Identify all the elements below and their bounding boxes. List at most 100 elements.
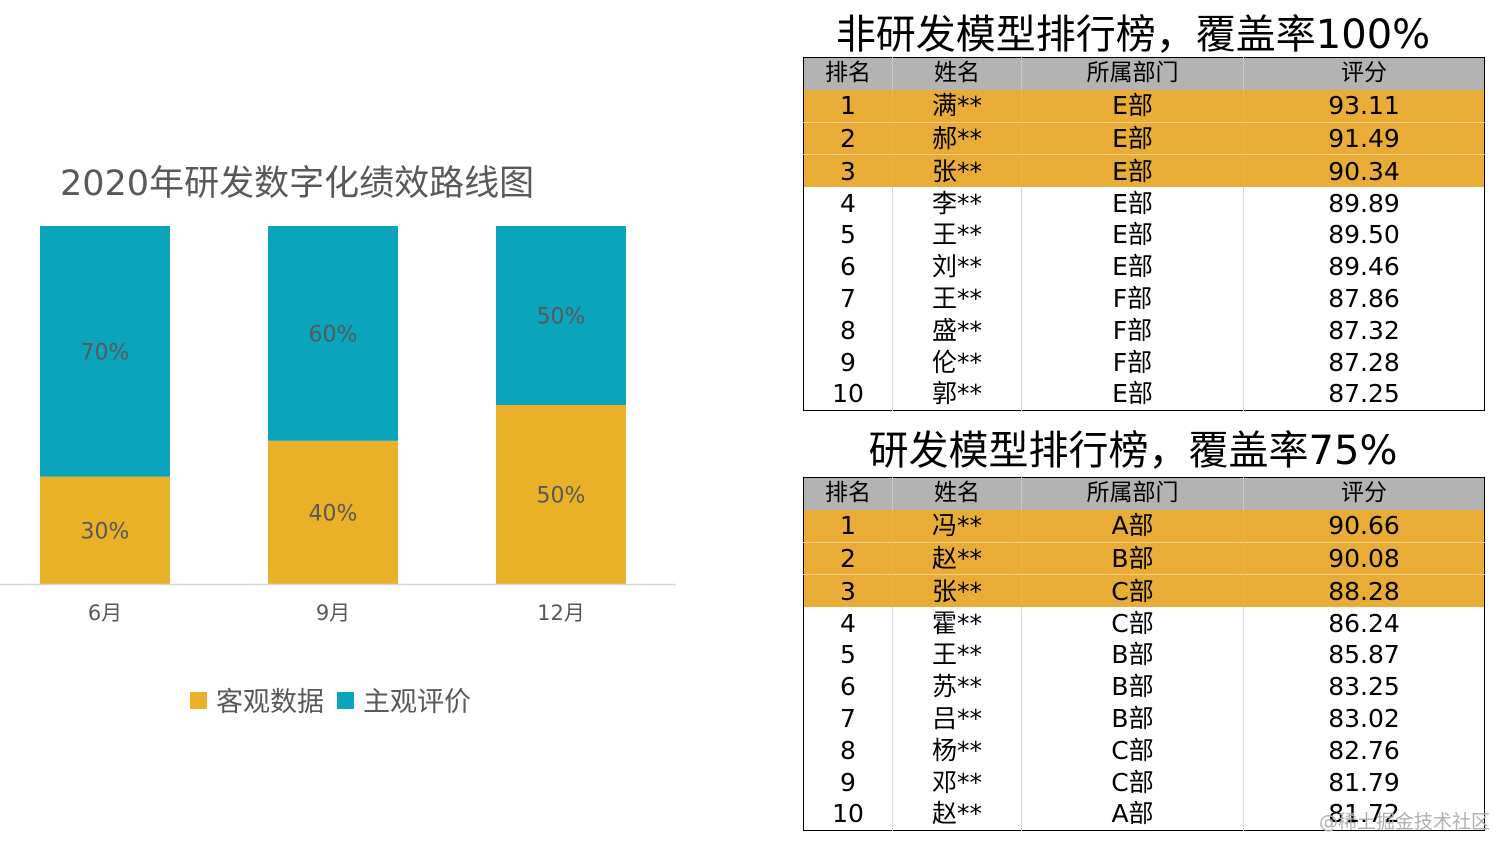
name-cell: 张** bbox=[892, 154, 1022, 188]
legend-swatch bbox=[190, 692, 207, 709]
score-cell: 81.72 bbox=[1243, 797, 1485, 831]
score-cell: 90.08 bbox=[1243, 541, 1485, 575]
name-cell: 满** bbox=[892, 89, 1022, 123]
rank-cell: 10 bbox=[832, 799, 864, 829]
rank-cell: 1 bbox=[803, 509, 893, 543]
non-rd-ranking-title: 非研发模型排行榜，覆盖率100% bbox=[835, 12, 1431, 58]
table-header-row: 排名 姓名 所属部门 评分 bbox=[803, 57, 1485, 90]
rank-cell: 3 bbox=[803, 154, 893, 188]
bar-objective bbox=[40, 476, 170, 584]
rank-cell: 4 bbox=[840, 188, 856, 218]
watermark: @稀土掘金技术社区 bbox=[1318, 811, 1490, 833]
legend-swatch bbox=[337, 692, 354, 709]
header-department: 所属部门 bbox=[1021, 477, 1244, 510]
department-cell: B部 bbox=[1021, 541, 1244, 575]
department-cell: C部 bbox=[1021, 607, 1244, 639]
score-cell: 93.11 bbox=[1243, 89, 1485, 123]
name-cell: 邓** bbox=[892, 766, 1022, 798]
table-row: 9 邓** C部 81.79 bbox=[804, 766, 1485, 798]
bar-subjective bbox=[40, 226, 170, 477]
data-label: 50% bbox=[537, 305, 586, 330]
score-cell: 90.66 bbox=[1243, 509, 1485, 543]
bar-subjective bbox=[496, 226, 626, 405]
score-cell: 90.34 bbox=[1243, 154, 1485, 188]
header-rank: 排名 bbox=[803, 57, 893, 90]
department-cell: A部 bbox=[1021, 509, 1244, 543]
department-cell: C部 bbox=[1021, 574, 1244, 608]
score-cell: 91.49 bbox=[1243, 121, 1485, 155]
bar-objective bbox=[268, 440, 398, 584]
x-tick-label: 12月 bbox=[537, 601, 585, 625]
header-name: 姓名 bbox=[892, 57, 1022, 90]
department-cell: E部 bbox=[1021, 154, 1244, 188]
table-header-row: 排名 姓名 所属部门 评分 bbox=[803, 477, 1485, 510]
department-cell: E部 bbox=[1021, 250, 1244, 283]
table-row: 9 伦** F部 87.28 bbox=[804, 346, 1485, 378]
department-cell: F部 bbox=[1021, 282, 1244, 315]
rank-cell: 8 bbox=[840, 735, 856, 765]
score-cell: 85.87 bbox=[1243, 638, 1485, 671]
table-row: 8 杨** C部 82.76 bbox=[804, 734, 1485, 767]
table-row: 10 郭** E部 87.25 bbox=[804, 377, 1485, 411]
department-cell: B部 bbox=[1021, 702, 1244, 735]
table-row: 6 苏** B部 83.25 bbox=[804, 670, 1485, 703]
table-row: 3 张** E部 90.34 bbox=[803, 154, 1485, 188]
chart-title: 2020年研发数字化绩效路线图 bbox=[60, 164, 535, 204]
rank-cell: 1 bbox=[803, 89, 893, 123]
table-row: 1 冯** A部 90.66 bbox=[803, 509, 1485, 543]
table-row: 5 王** E部 89.50 bbox=[804, 218, 1485, 251]
name-cell: 郭** bbox=[892, 377, 1022, 411]
score-cell: 87.86 bbox=[1243, 282, 1485, 315]
bar-subjective bbox=[268, 226, 398, 441]
department-cell: A部 bbox=[1021, 797, 1244, 831]
rd-ranking-table: 排名 姓名 所属部门 评分 1 冯** A部 90.66 2 赵** B部 90.08 3 张**… bbox=[803, 477, 1485, 831]
department-cell: F部 bbox=[1021, 314, 1244, 347]
bar-objective bbox=[496, 405, 626, 584]
name-cell: 杨** bbox=[892, 734, 1022, 767]
x-tick-label: 9月 bbox=[316, 601, 350, 625]
rank-cell: 5 bbox=[840, 220, 856, 250]
x-tick-label: 6月 bbox=[88, 601, 122, 625]
table-row: 6 刘** E部 89.46 bbox=[804, 250, 1485, 283]
department-cell: E部 bbox=[1021, 121, 1244, 155]
rank-cell: 9 bbox=[840, 767, 856, 797]
rank-cell: 7 bbox=[840, 283, 856, 313]
score-cell: 89.46 bbox=[1243, 250, 1485, 283]
score-cell: 86.24 bbox=[1243, 607, 1485, 639]
header-score: 评分 bbox=[1243, 477, 1485, 510]
table-row: 4 李** E部 89.89 bbox=[804, 187, 1485, 219]
department-cell: F部 bbox=[1021, 346, 1244, 378]
table-row: 10 赵** A部 81.72 bbox=[804, 797, 1485, 831]
rank-cell: 5 bbox=[840, 640, 856, 670]
name-cell: 冯** bbox=[892, 509, 1022, 543]
department-cell: E部 bbox=[1021, 187, 1244, 219]
department-cell: C部 bbox=[1021, 766, 1244, 798]
score-cell: 83.25 bbox=[1243, 670, 1485, 703]
table-row: 3 张** C部 88.28 bbox=[803, 574, 1485, 608]
score-cell: 89.50 bbox=[1243, 218, 1485, 251]
non-rd-ranking-table: 排名 姓名 所属部门 评分 1 满** E部 93.11 2 郝** E部 91.49 3 张**… bbox=[803, 57, 1485, 411]
table-row: 4 霍** C部 86.24 bbox=[804, 607, 1485, 639]
rank-cell: 7 bbox=[840, 703, 856, 733]
name-cell: 王** bbox=[892, 282, 1022, 315]
legend-label: 主观评价 bbox=[363, 687, 471, 718]
name-cell: 赵** bbox=[892, 541, 1022, 575]
table-row: 8 盛** F部 87.32 bbox=[804, 314, 1485, 347]
data-label: 30% bbox=[81, 519, 130, 544]
department-cell: E部 bbox=[1021, 377, 1244, 411]
table-row: 2 赵** B部 90.08 bbox=[803, 541, 1485, 575]
department-cell: E部 bbox=[1021, 89, 1244, 123]
rd-ranking-title: 研发模型排行榜，覆盖率75% bbox=[868, 428, 1398, 474]
table-row: 7 王** F部 87.86 bbox=[804, 282, 1485, 315]
data-label: 50% bbox=[537, 484, 586, 509]
name-cell: 苏** bbox=[892, 670, 1022, 703]
rank-cell: 10 bbox=[832, 379, 864, 409]
department-cell: B部 bbox=[1021, 638, 1244, 671]
table-row: 5 王** B部 85.87 bbox=[804, 638, 1485, 671]
data-label: 70% bbox=[81, 340, 130, 365]
name-cell: 霍** bbox=[892, 607, 1022, 639]
name-cell: 吕** bbox=[892, 702, 1022, 735]
table-row: 1 满** E部 93.11 bbox=[803, 89, 1485, 123]
name-cell: 刘** bbox=[892, 250, 1022, 283]
